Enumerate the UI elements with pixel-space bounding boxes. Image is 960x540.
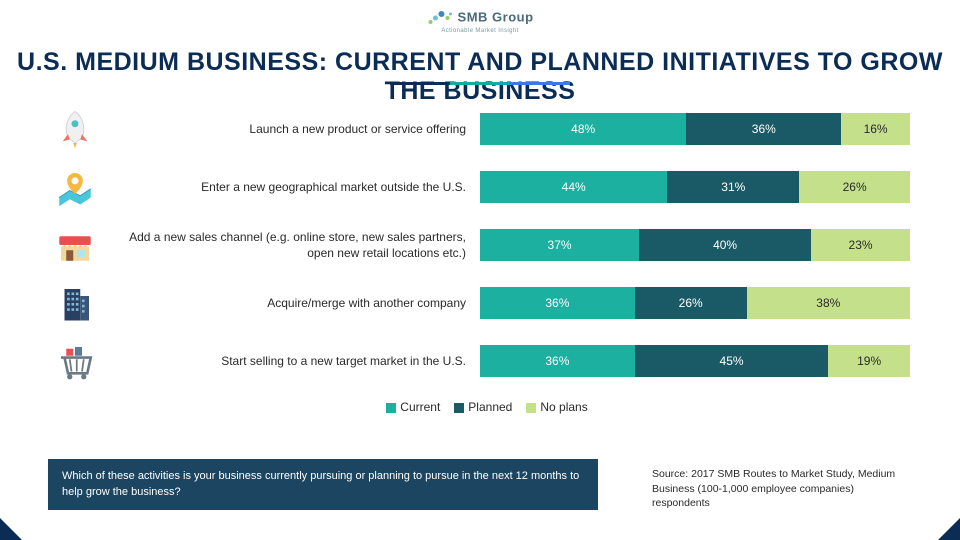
row-label: Launch a new product or service offering (110, 121, 480, 137)
bar-segment-current: 36% (480, 345, 635, 377)
bar-segment-noplans: 26% (799, 171, 910, 203)
building-icon (40, 282, 110, 324)
legend-swatch (526, 403, 536, 413)
row-label: Add a new sales channel (e.g. online sto… (110, 229, 480, 261)
legend-swatch (386, 403, 396, 413)
chart-row: Start selling to a new target market in … (40, 332, 920, 390)
stacked-bar: 36%26%38% (480, 287, 910, 319)
legend-swatch (454, 403, 464, 413)
corner-accent-br (938, 518, 960, 540)
underline-seg-1 (390, 82, 450, 85)
bar-segment-current: 37% (480, 229, 639, 261)
row-label: Acquire/merge with another company (110, 295, 480, 311)
cart-icon (40, 340, 110, 382)
underline-seg-3 (510, 82, 570, 85)
legend-label: No plans (540, 400, 587, 414)
title-underline (390, 82, 570, 85)
stacked-bar: 37%40%23% (480, 229, 910, 261)
logo-text: SMB Group (458, 9, 534, 24)
bar-segment-planned: 40% (639, 229, 811, 261)
bar-segment-noplans: 23% (811, 229, 910, 261)
legend-label: Current (400, 400, 440, 414)
logo-dots-icon (426, 8, 454, 29)
chart-row: Launch a new product or service offering… (40, 100, 920, 158)
bar-segment-planned: 31% (667, 171, 799, 203)
underline-seg-2 (450, 82, 510, 85)
corner-accent-bl (0, 518, 22, 540)
row-label: Start selling to a new target market in … (110, 353, 480, 369)
chart-row: Acquire/merge with another company36%26%… (40, 274, 920, 332)
chart-row: Add a new sales channel (e.g. online sto… (40, 216, 920, 274)
brand-logo: SMB Group Actionable Market Insight (426, 8, 533, 34)
chart-row: Enter a new geographical market outside … (40, 158, 920, 216)
legend-label: Planned (468, 400, 512, 414)
storefront-icon (40, 224, 110, 266)
bar-segment-planned: 45% (635, 345, 829, 377)
bar-segment-planned: 36% (686, 113, 841, 145)
survey-question-box: Which of these activities is your busine… (48, 459, 598, 510)
source-citation: Source: 2017 SMB Routes to Market Study,… (652, 467, 912, 510)
bar-segment-noplans: 38% (747, 287, 910, 319)
bar-segment-current: 44% (480, 171, 667, 203)
rocket-icon (40, 108, 110, 150)
chart-legend: Current Planned No plans (0, 400, 960, 414)
bar-segment-noplans: 19% (828, 345, 910, 377)
bar-segment-current: 36% (480, 287, 635, 319)
stacked-bar: 44%31%26% (480, 171, 910, 203)
bar-segment-current: 48% (480, 113, 686, 145)
page-title: U.S. MEDIUM BUSINESS: CURRENT AND PLANNE… (0, 48, 960, 106)
initiatives-chart: Launch a new product or service offering… (40, 100, 920, 390)
bar-segment-planned: 26% (635, 287, 747, 319)
stacked-bar: 48%36%16% (480, 113, 910, 145)
row-label: Enter a new geographical market outside … (110, 179, 480, 195)
logo-subtext: Actionable Market Insight (426, 28, 533, 34)
stacked-bar: 36%45%19% (480, 345, 910, 377)
bar-segment-noplans: 16% (841, 113, 910, 145)
map-pin-icon (40, 166, 110, 208)
